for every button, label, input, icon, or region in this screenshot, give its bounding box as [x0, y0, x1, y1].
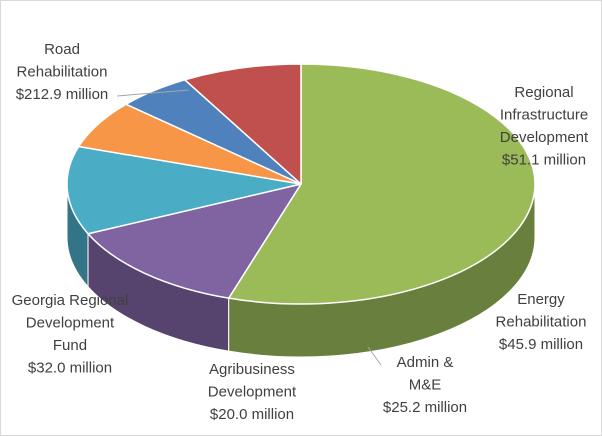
data-label-line: Fund [53, 337, 87, 354]
data-label-line: Georgia Regional [12, 292, 129, 309]
data-label-line: $32.0 million [28, 360, 112, 377]
data-label-line: $25.2 million [383, 399, 467, 416]
pie-top [66, 63, 536, 305]
data-label-line: Development [500, 129, 589, 146]
slice-georgia-regional-development-fund[interactable] [184, 63, 302, 185]
data-label-line: M&E [409, 377, 442, 394]
data-label-line: Rehabilitation [496, 314, 587, 331]
data-labels: Road Rehabilitation $212.9 million Regional… [12, 41, 589, 423]
data-label-road-rehabilitation: Road Rehabilitation $212.9 million [16, 41, 109, 103]
data-label-regional-infrastructure-development: Regional Infrastructure Development $51.1 m… [500, 84, 589, 169]
data-label-line: Agribusiness [209, 361, 295, 378]
slice-energy-rehabilitation[interactable] [66, 145, 302, 235]
data-label-line: Admin & [397, 354, 454, 371]
data-label-line: Road [44, 41, 80, 58]
slice-regional-infrastructure-development[interactable] [87, 183, 302, 299]
data-label-line: Development [26, 315, 115, 332]
data-label-line: Infrastructure [500, 107, 588, 124]
data-label-line: $20.0 million [210, 406, 294, 423]
data-label-agribusiness-development: Agribusiness Development $20.0 million [208, 361, 297, 423]
data-label-line: Energy [517, 291, 565, 308]
data-label-georgia-regional-development-fund: Georgia Regional Development Fund $32.0 mil… [12, 292, 129, 377]
data-label-line: Regional [514, 84, 573, 101]
leader-line-road-rehabilitation [116, 89, 190, 97]
data-label-energy-rehabilitation: Energy Rehabilitation $45.9 million [496, 291, 587, 353]
leader-line-admin-and-mande [367, 346, 382, 366]
data-label-line: $51.1 million [502, 152, 586, 169]
data-label-line: Rehabilitation [17, 64, 108, 81]
data-label-line: $212.9 million [16, 86, 109, 103]
data-label-admin-and-mande: Admin & M&E $25.2 million [383, 354, 467, 416]
data-label-line: Development [208, 384, 297, 401]
slice-road-rehabilitation[interactable] [227, 63, 536, 305]
data-label-line: $45.9 million [499, 336, 583, 353]
